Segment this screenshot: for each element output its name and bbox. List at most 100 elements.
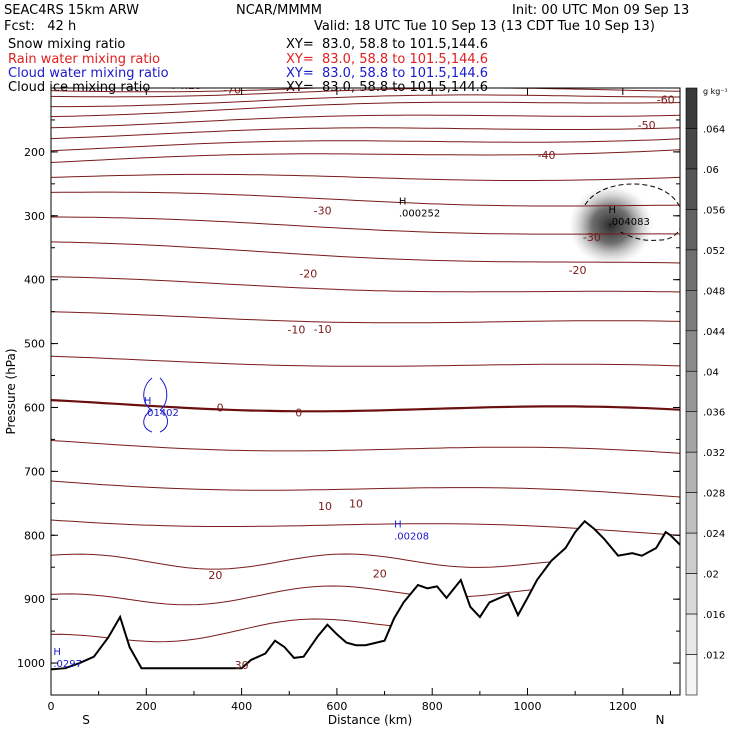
field-xy-snow: XY= 83.0, 58.8 to 101.5,144.6 <box>286 37 489 52</box>
contour-label: -30 <box>314 205 332 218</box>
contour-label: 30 <box>235 659 249 672</box>
y-tick-label: 900 <box>24 593 45 606</box>
terrain-line <box>51 519 680 671</box>
temperature-contour <box>51 311 680 324</box>
maximum-value: .0297 <box>53 659 82 670</box>
temperature-contour-minor <box>51 216 680 235</box>
colorbar-tick-label: .052 <box>703 246 725 257</box>
x-tick-label: 400 <box>231 700 252 713</box>
temperature-contour-minor <box>51 173 680 181</box>
temperature-contour-minor <box>51 355 680 367</box>
y-tick-label: 300 <box>24 210 45 223</box>
colorbar-bin <box>685 451 698 493</box>
x-tick-label: 0 <box>48 700 55 713</box>
colorbar-tick-label: .06 <box>703 165 719 176</box>
maximum-marker: H <box>394 519 402 530</box>
terrain-fill <box>51 521 680 695</box>
temperature-contour <box>51 78 680 87</box>
contour-label: 10 <box>349 497 363 510</box>
colorbar-tick-label: .044 <box>703 327 725 338</box>
temperature-contour-minor <box>51 88 329 93</box>
colorbar-bin <box>685 87 698 129</box>
contour-label: -50 <box>638 119 656 132</box>
maximum-marker: H <box>53 647 61 658</box>
forecast-hour: Fcst: 42 h <box>4 19 77 34</box>
field-label-snow: Snow mixing ratio <box>8 37 126 52</box>
organization: NCAR/MMMM <box>236 3 322 18</box>
contour-label: 0 <box>295 407 302 420</box>
y-tick-label: 200 <box>24 146 45 159</box>
contour-label: -60 <box>657 94 675 107</box>
temperature-contour-minor <box>51 276 680 293</box>
temperature-contour <box>51 480 680 498</box>
temperature-contour <box>51 241 680 264</box>
colorbar-unit: g kg⁻¹ <box>703 87 728 96</box>
colorbar-bin <box>685 209 698 251</box>
maximum-value: .000252 <box>399 209 440 220</box>
colorbar-tick-label: .024 <box>703 529 725 540</box>
model-name: SEAC4RS 15km ARW <box>4 3 140 18</box>
colorbar-tick-label: .048 <box>703 286 725 297</box>
contour-label: -30 <box>583 231 601 244</box>
colorbar-bin <box>685 573 698 615</box>
colorbar-bin <box>685 411 698 453</box>
maximum-marker: H <box>144 396 152 407</box>
x-tick-label: 200 <box>136 700 157 713</box>
temperature-contour-minor <box>51 94 680 108</box>
snow-dashed-contour <box>584 183 680 241</box>
y-tick-label: 600 <box>24 401 45 414</box>
field-label-cloud-water: Cloud water mixing ratio <box>8 66 169 81</box>
colorbar-tick-label: .036 <box>703 408 725 419</box>
field-xy-cloud-water: XY= 83.0, 58.8 to 101.5,144.6 <box>286 66 489 81</box>
colorbar-tick-label: .016 <box>703 610 725 621</box>
colorbar-bin <box>685 168 698 210</box>
colorbar-bin <box>685 370 698 413</box>
cloud-water-contour <box>143 377 168 433</box>
colorbar-tick-label: .04 <box>703 367 719 378</box>
x-tick-label: 800 <box>422 700 443 713</box>
endpoint-left-label: S <box>82 713 90 727</box>
y-tick-label: 700 <box>24 465 45 478</box>
plot-area: -74.25 -70 -60-50 -40 -30 -20 -10 0 10 20 30 -10 0 10… <box>51 78 680 695</box>
y-tick-label: 1000 <box>17 657 45 670</box>
field-xy-rain: XY= 83.0, 58.8 to 101.5,144.6 <box>286 52 489 67</box>
colorbar-tick-label: .032 <box>703 448 725 459</box>
colorbar-bin <box>685 654 698 696</box>
temperature-contour-minor <box>51 519 680 536</box>
contour-label: -74.25 <box>167 79 202 92</box>
x-tick-label: 600 <box>326 700 347 713</box>
temperature-contour <box>51 399 680 413</box>
colorbar-tick-label: .02 <box>703 570 719 581</box>
temperature-contour-minor <box>51 138 680 152</box>
y-tick-label: 500 <box>24 338 45 351</box>
colorbar-tick-label: .064 <box>703 124 725 135</box>
contour-label: -10 <box>287 324 305 337</box>
temperature-contour <box>51 191 680 207</box>
colorbar-tick-label: .028 <box>703 489 725 500</box>
x-tick-label: 1200 <box>609 700 637 713</box>
contour-label: -40 <box>538 149 556 162</box>
y-axis-label: Pressure (hPa) <box>4 348 18 434</box>
field-label-rain: Rain water mixing ratio <box>8 52 161 67</box>
maximum-value: .00208 <box>394 531 429 542</box>
y-tick-label: 800 <box>24 529 45 542</box>
temperature-contour <box>51 127 680 140</box>
temperature-contour <box>51 149 680 163</box>
temperature-contour-minor <box>51 440 680 454</box>
x-axis-label: Distance (km) <box>328 713 412 727</box>
maximum-marker: H <box>399 197 407 208</box>
colorbar-bin <box>685 492 698 534</box>
x-tick-label: 1000 <box>514 700 542 713</box>
plot-frame <box>50 87 681 696</box>
contour-label: -20 <box>569 264 587 277</box>
valid-time: Valid: 18 UTC Tue 10 Sep 13 (13 CDT Tue … <box>314 19 655 34</box>
temperature-contour <box>51 88 680 98</box>
colorbar-tick-label: .012 <box>703 651 725 662</box>
contour-label: -10 <box>314 323 332 336</box>
init-time: Init: 00 UTC Mon 09 Sep 13 <box>512 3 690 18</box>
contour-label: 20 <box>208 569 222 582</box>
contour-label: -20 <box>299 267 317 280</box>
colorbar-bin <box>685 290 698 332</box>
colorbar-bin <box>685 249 698 291</box>
